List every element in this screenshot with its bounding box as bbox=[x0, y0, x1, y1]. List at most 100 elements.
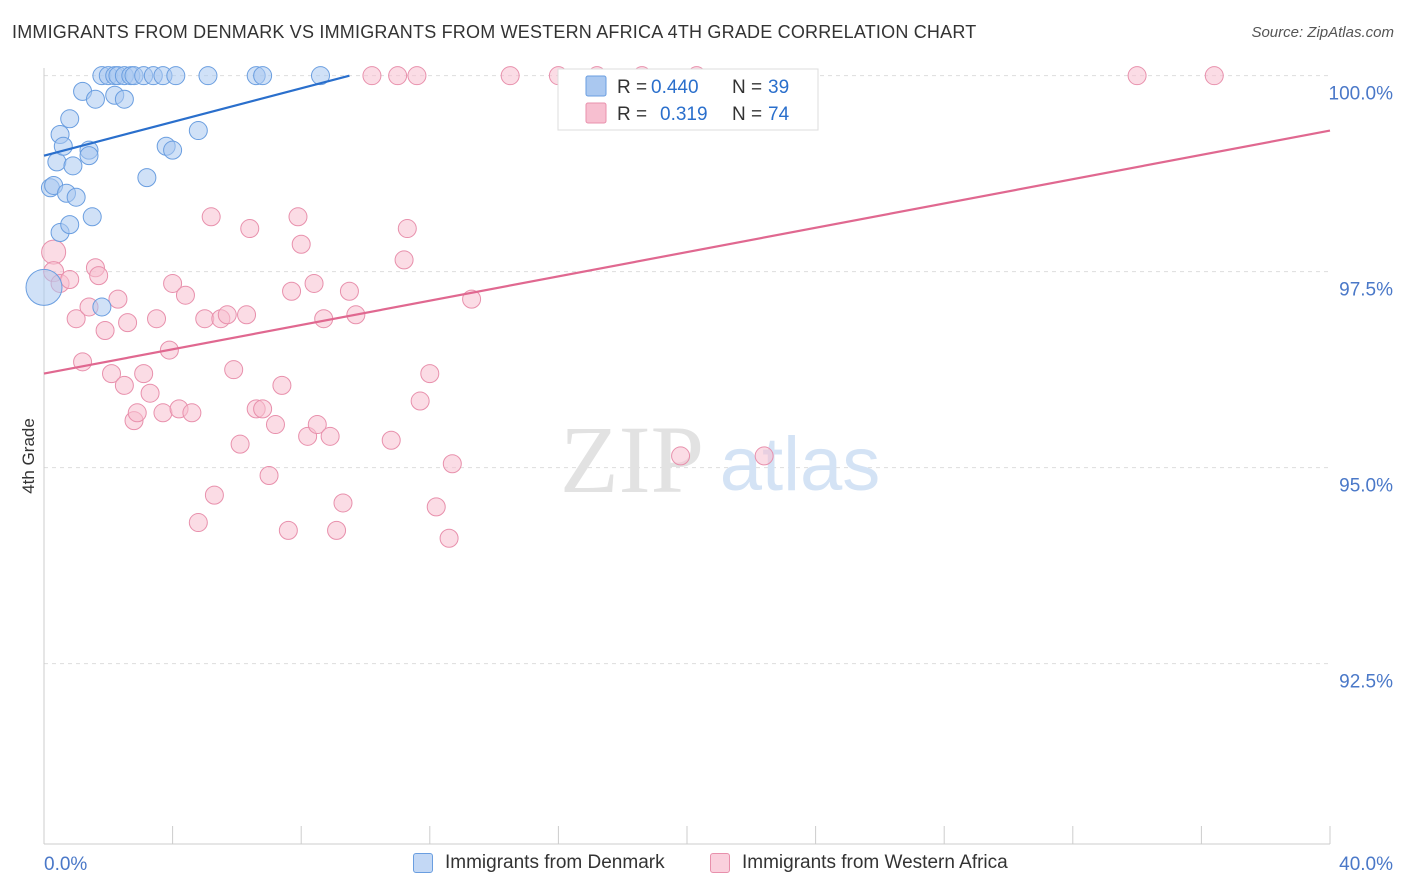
data-point bbox=[66, 309, 86, 329]
chart-title: IMMIGRANTS FROM DENMARK VS IMMIGRANTS FR… bbox=[12, 22, 977, 42]
data-point bbox=[310, 66, 330, 86]
trend-line-denmark bbox=[43, 74, 350, 157]
data-point bbox=[327, 520, 347, 540]
data-point bbox=[118, 313, 138, 333]
data-point bbox=[108, 289, 128, 309]
data-point bbox=[63, 156, 83, 176]
data-point bbox=[182, 403, 202, 423]
stats-r-label-denmark: R = bbox=[617, 77, 647, 98]
data-point bbox=[82, 207, 102, 227]
stats-n-label-western-africa: N = bbox=[732, 104, 762, 125]
legend-label-western-africa: Immigrants from Western Africa bbox=[742, 852, 1008, 873]
data-point bbox=[66, 187, 86, 207]
series-legend: Immigrants from Denmark Immigrants from … bbox=[0, 852, 1406, 878]
stats-swatch-denmark bbox=[585, 75, 607, 97]
data-point bbox=[500, 66, 520, 86]
series-points-denmark bbox=[25, 66, 330, 317]
data-point bbox=[114, 375, 134, 395]
data-point bbox=[224, 360, 244, 380]
data-point bbox=[339, 281, 359, 301]
data-point bbox=[204, 485, 224, 505]
stats-swatch-western-africa bbox=[585, 102, 607, 124]
data-point bbox=[147, 309, 167, 329]
data-point bbox=[362, 66, 382, 86]
data-point bbox=[240, 219, 260, 239]
data-point bbox=[60, 270, 80, 290]
stats-r-value-denmark: 0.440 bbox=[651, 77, 699, 98]
data-point bbox=[79, 146, 99, 166]
data-point bbox=[198, 66, 218, 86]
data-point bbox=[278, 520, 298, 540]
data-point bbox=[201, 207, 221, 227]
data-point bbox=[304, 273, 324, 293]
data-point bbox=[388, 66, 408, 86]
data-point bbox=[288, 207, 308, 227]
data-point bbox=[320, 426, 340, 446]
data-point bbox=[442, 454, 462, 474]
data-point bbox=[137, 168, 157, 188]
data-point bbox=[163, 273, 183, 293]
y-tick-labels: 92.5% 95.0% 97.5% 100.0% bbox=[1329, 84, 1394, 693]
stats-n-label-denmark: N = bbox=[732, 77, 762, 98]
data-point bbox=[282, 281, 302, 301]
y-tick-label: 100.0% bbox=[1329, 84, 1394, 105]
data-point bbox=[397, 219, 417, 239]
data-point bbox=[671, 446, 691, 466]
data-point bbox=[140, 383, 160, 403]
data-point bbox=[195, 309, 215, 329]
data-points bbox=[25, 66, 1224, 548]
data-point bbox=[41, 239, 67, 265]
data-point bbox=[394, 250, 414, 270]
x-tick-label-max: 40.0% bbox=[1339, 854, 1393, 875]
data-point bbox=[426, 497, 446, 517]
data-point bbox=[237, 305, 257, 325]
y-axis-label: 4th Grade bbox=[19, 418, 38, 494]
data-point bbox=[188, 121, 208, 141]
data-point bbox=[60, 109, 80, 129]
data-point bbox=[102, 364, 122, 384]
data-point bbox=[333, 493, 353, 513]
data-point bbox=[188, 513, 208, 533]
legend-swatch-denmark bbox=[413, 853, 433, 873]
data-point bbox=[1127, 66, 1147, 86]
x-tick-label-min: 0.0% bbox=[44, 854, 87, 875]
data-point bbox=[163, 140, 183, 160]
y-tick-label: 95.0% bbox=[1339, 476, 1393, 497]
axes bbox=[43, 68, 1331, 845]
data-point bbox=[407, 66, 427, 86]
data-point bbox=[420, 364, 440, 384]
legend-item-denmark: Immigrants from Denmark bbox=[413, 852, 665, 874]
stats-n-value-western-africa: 74 bbox=[768, 104, 790, 125]
data-point bbox=[253, 399, 273, 419]
data-point bbox=[95, 320, 115, 340]
stats-n-value-denmark: 39 bbox=[768, 77, 789, 98]
data-point bbox=[259, 466, 279, 486]
data-point bbox=[754, 446, 774, 466]
data-point bbox=[253, 66, 273, 86]
stats-legend: R = 0.440 N = 39 R = 0.319 N = 74 bbox=[557, 68, 819, 131]
data-point bbox=[25, 268, 63, 306]
watermark-atlas: atlas bbox=[720, 422, 881, 507]
data-point bbox=[265, 415, 285, 435]
data-point bbox=[166, 66, 186, 86]
data-point bbox=[410, 391, 430, 411]
data-point bbox=[89, 266, 109, 286]
data-point bbox=[175, 285, 195, 305]
data-point bbox=[114, 89, 134, 109]
source-credit: Source: ZipAtlas.com bbox=[1251, 24, 1394, 41]
data-point bbox=[127, 403, 147, 423]
series-points-western-africa bbox=[41, 66, 1224, 548]
data-point bbox=[1204, 66, 1224, 86]
data-point bbox=[85, 89, 105, 109]
data-point bbox=[134, 364, 154, 384]
data-point bbox=[60, 215, 80, 235]
trend-lines bbox=[43, 74, 1331, 375]
data-point bbox=[291, 234, 311, 254]
legend-item-western-africa: Immigrants from Western Africa bbox=[710, 852, 1008, 874]
legend-swatch-western-africa bbox=[710, 853, 730, 873]
trend-line-western-africa bbox=[43, 129, 1331, 375]
data-point bbox=[272, 375, 292, 395]
y-tick-label: 97.5% bbox=[1339, 280, 1393, 301]
data-point bbox=[230, 434, 250, 454]
data-point bbox=[307, 415, 327, 435]
